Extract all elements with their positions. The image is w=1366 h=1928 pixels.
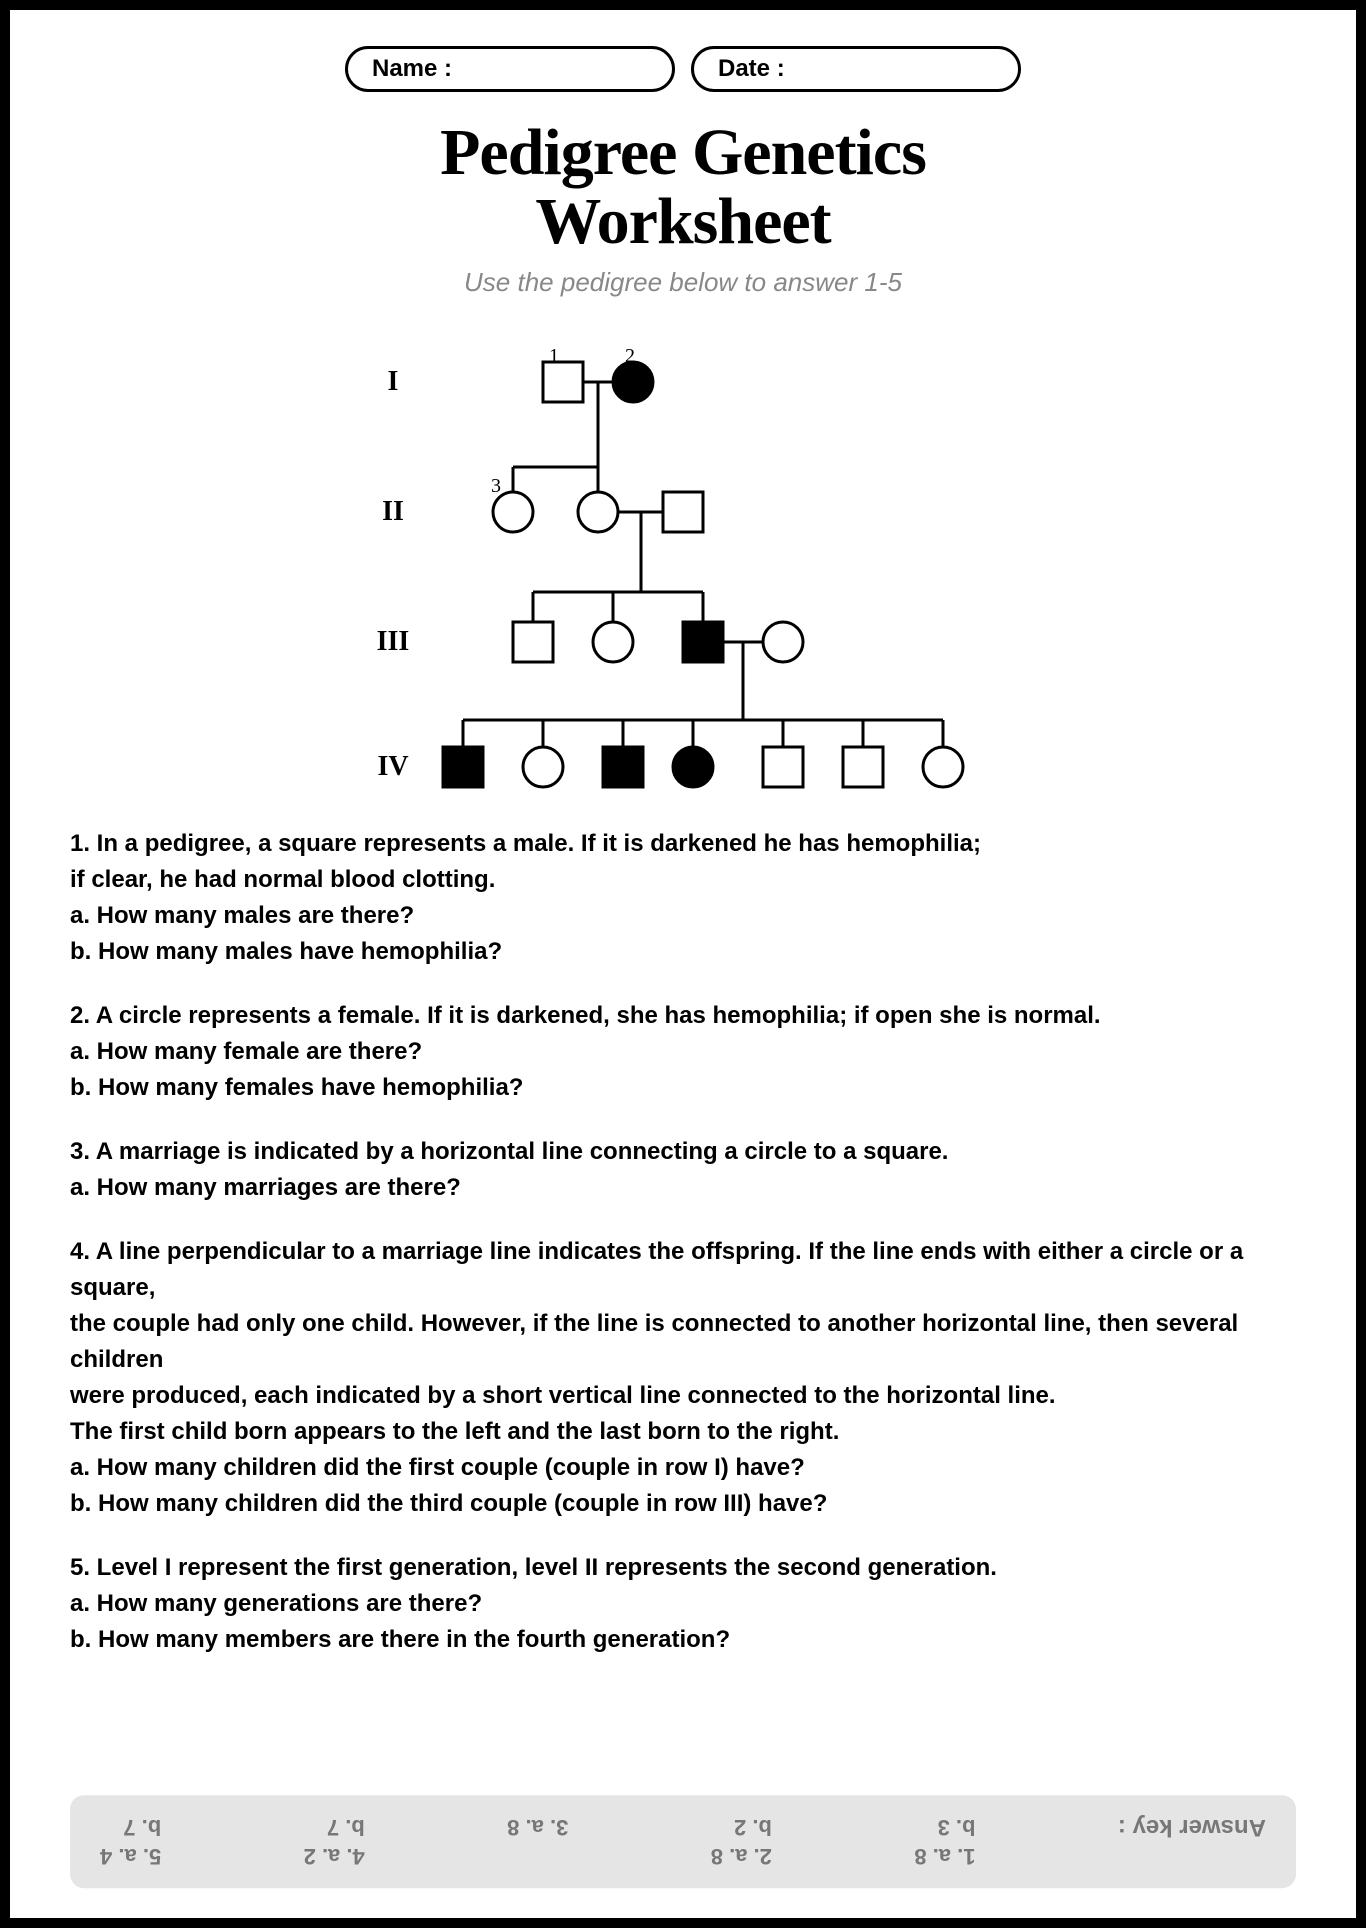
title-line-1: Pedigree Genetics [440,116,926,189]
question-line: b. How many children did the third coupl… [70,1486,1296,1522]
header-fields: Name : Date : [70,46,1296,92]
question-line: if clear, he had normal blood clotting. [70,862,1296,898]
question-line: a. How many generations are there? [70,1586,1296,1622]
question-block: 3. A marriage is indicated by a horizont… [70,1134,1296,1206]
svg-text:3: 3 [491,475,501,497]
svg-text:IV: IV [377,751,408,782]
answer-key-item: 4. a. 2b. 7 [304,1813,365,1870]
pedigree-svg: IIIIIIIV123 [363,332,1003,792]
question-block: 1. In a pedigree, a square represents a … [70,826,1296,970]
question-line: 5. Level I represent the first generatio… [70,1550,1296,1586]
question-line: a. How many males are there? [70,898,1296,934]
question-line: 3. A marriage is indicated by a horizont… [70,1134,1296,1170]
question-block: 2. A circle represents a female. If it i… [70,998,1296,1106]
answer-key: Answer key : 1. a. 8b. 3 2. a. 8b. 2 3. a. … [70,1795,1296,1888]
question-block: 4. A line perpendicular to a marriage li… [70,1234,1296,1522]
answer-key-item: 3. a. 8 [507,1813,568,1842]
question-line: a. How many children did the first coupl… [70,1450,1296,1486]
worksheet-page: Name : Date : Pedigree Genetics Workshee… [0,0,1366,1928]
question-line: the couple had only one child. However, … [70,1306,1296,1378]
pedigree-diagram: IIIIIIIV123 [70,332,1296,792]
question-line: b. How many males have hemophilia? [70,934,1296,970]
page-subtitle: Use the pedigree below to answer 1-5 [70,267,1296,298]
question-line: 4. A line perpendicular to a marriage li… [70,1234,1296,1306]
question-line: b. How many members are there in the fou… [70,1622,1296,1658]
question-block: 5. Level I represent the first generatio… [70,1550,1296,1658]
question-line: 1. In a pedigree, a square represents a … [70,826,1296,862]
question-line: The first child born appears to the left… [70,1414,1296,1450]
answer-key-item: 5. a. 4b. 7 [100,1813,161,1870]
question-line: were produced, each indicated by a short… [70,1378,1296,1414]
answer-key-label: Answer key : [1118,1813,1266,1841]
title-line-2: Worksheet [535,185,830,258]
answer-key-item: 1. a. 8b. 3 [914,1813,975,1870]
answer-key-item: 2. a. 8b. 2 [711,1813,772,1870]
question-line: a. How many female are there? [70,1034,1296,1070]
date-field[interactable]: Date : [691,46,1021,92]
page-title: Pedigree Genetics Worksheet [70,118,1296,257]
question-line: b. How many females have hemophilia? [70,1070,1296,1106]
name-field[interactable]: Name : [345,46,675,92]
question-line: a. How many marriages are there? [70,1170,1296,1206]
questions-section: 1. In a pedigree, a square represents a … [70,826,1296,1658]
svg-text:II: II [382,496,404,527]
svg-text:III: III [377,626,410,657]
question-line: 2. A circle represents a female. If it i… [70,998,1296,1034]
svg-text:I: I [388,366,399,397]
